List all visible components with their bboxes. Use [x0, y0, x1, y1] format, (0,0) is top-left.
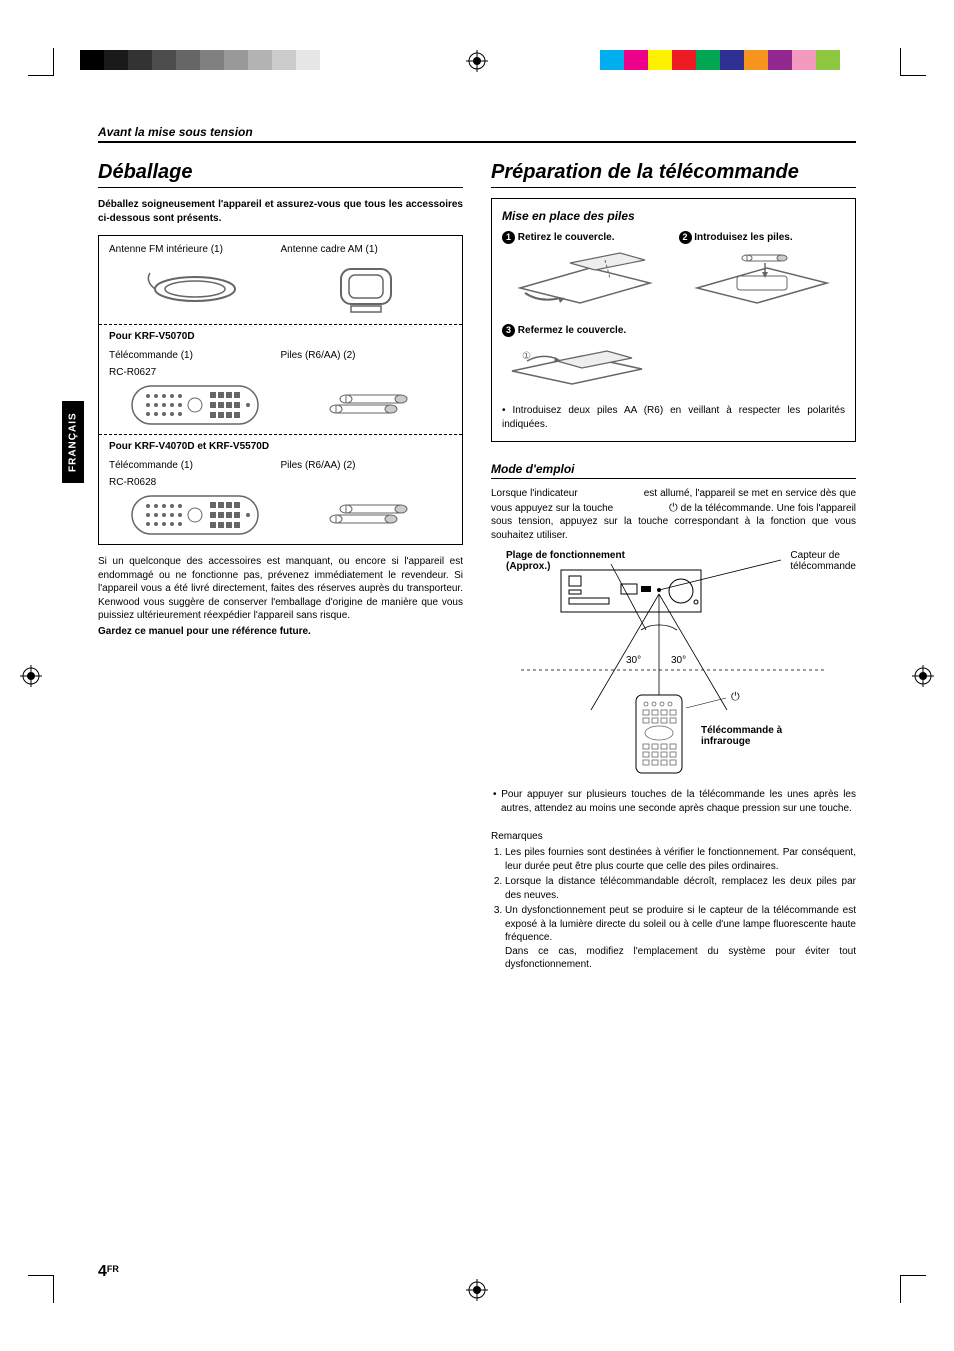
am-antenna-label: Antenne cadre AM (1) [281, 244, 453, 255]
remark-2: Lorsque la distance télécommandable décr… [505, 875, 856, 902]
am-antenna-illustration [281, 261, 453, 316]
crop-mark [900, 48, 901, 75]
batteries1-label: Piles (R6/AA) (2) [281, 350, 453, 361]
registration-mark-icon [466, 1279, 488, 1301]
battery-note: Introduisez deux piles AA (R6) en veilla… [502, 404, 845, 431]
crop-mark [53, 48, 54, 75]
remote-prep-heading: Préparation de la télécommande [491, 161, 856, 188]
right-column: Préparation de la télécommande Mise en p… [491, 161, 856, 974]
color-bar [600, 50, 840, 70]
keep-manual-paragraph: Gardez ce manuel pour une référence futu… [98, 625, 463, 639]
operation-subheading: Mode d'emploi [491, 462, 856, 479]
step-1-badge: 1 [502, 231, 515, 244]
close-cover-illustration: ① [502, 341, 845, 396]
crop-mark [900, 1275, 926, 1276]
remote2-illustration [109, 494, 281, 536]
unpacking-intro: Déballez soigneusement l'appareil et ass… [98, 198, 463, 225]
batteries2-illustration [281, 499, 453, 529]
registration-mark-icon [912, 665, 934, 687]
svg-text:⏻: ⏻ [731, 691, 740, 703]
remarks-list: Les piles fournies sont destinées à véri… [491, 846, 856, 972]
group1-heading: Pour KRF-V5070D [99, 325, 462, 342]
remove-cover-illustration [502, 248, 669, 318]
batteries2-label: Piles (R6/AA) (2) [281, 460, 453, 471]
step-3-badge: 3 [502, 324, 515, 337]
remote2-model: RC-R0628 [109, 477, 281, 488]
registration-mark-icon [466, 50, 488, 72]
section-label: Avant la mise sous tension [98, 125, 856, 143]
remote1-model: RC-R0627 [109, 367, 281, 378]
batteries1-illustration [281, 389, 453, 419]
battery-box: Mise en place des piles 1 Retirez le cou… [491, 198, 856, 442]
remark-3: Un dysfonctionnement peut se produire si… [505, 904, 856, 972]
unpacking-heading: Déballage [98, 161, 463, 188]
battery-subheading: Mise en place des piles [502, 209, 845, 225]
grayscale-bar [80, 50, 320, 70]
remote2-label: Télécommande (1) [109, 460, 281, 471]
missing-accessories-paragraph: Si un quelconque des accessoires est man… [98, 555, 463, 623]
angle-right: 30° [671, 655, 686, 666]
insert-batteries-illustration [679, 248, 846, 318]
ir-remote-label-2: infrarouge [701, 736, 750, 747]
crop-mark [28, 75, 54, 76]
power-icon: ⏻ [669, 502, 678, 514]
crop-mark [900, 75, 926, 76]
fm-antenna-illustration [109, 261, 281, 316]
step-1-label: Retirez le couvercle. [518, 232, 615, 243]
remarks-heading: Remarques [491, 831, 856, 842]
remote1-illustration [109, 384, 281, 426]
language-tab: FRANÇAIS [62, 401, 84, 483]
accessories-box: Antenne FM intérieure (1) Antenne cadre … [98, 235, 463, 545]
step-3-label: Refermez le couvercle. [518, 325, 626, 336]
operating-range-diagram: Plage de fonctionnement (Approx.) Capteu… [491, 550, 856, 780]
remote1-label: Télécommande (1) [109, 350, 281, 361]
registration-mark-icon [20, 665, 42, 687]
crop-mark [900, 1276, 901, 1303]
ir-remote-label-1: Télécommande à [701, 725, 782, 736]
step-2-badge: 2 [679, 231, 692, 244]
fm-antenna-label: Antenne FM intérieure (1) [109, 244, 281, 255]
group2-heading: Pour KRF-V4070D et KRF-V5570D [99, 435, 462, 452]
page-number: 4FR [98, 1263, 119, 1281]
operation-text: Lorsque l'indicateur est allumé, l'appar… [491, 487, 856, 542]
left-column: Déballage Déballez soigneusement l'appar… [98, 161, 463, 974]
remark-1: Les piles fournies sont destinées à véri… [505, 846, 856, 873]
step-2-label: Introduisez les piles. [694, 232, 792, 243]
multi-press-note: • Pour appuyer sur plusieurs touches de … [491, 788, 856, 815]
crop-mark [28, 1275, 54, 1276]
crop-mark [53, 1276, 54, 1303]
angle-left: 30° [626, 655, 641, 666]
